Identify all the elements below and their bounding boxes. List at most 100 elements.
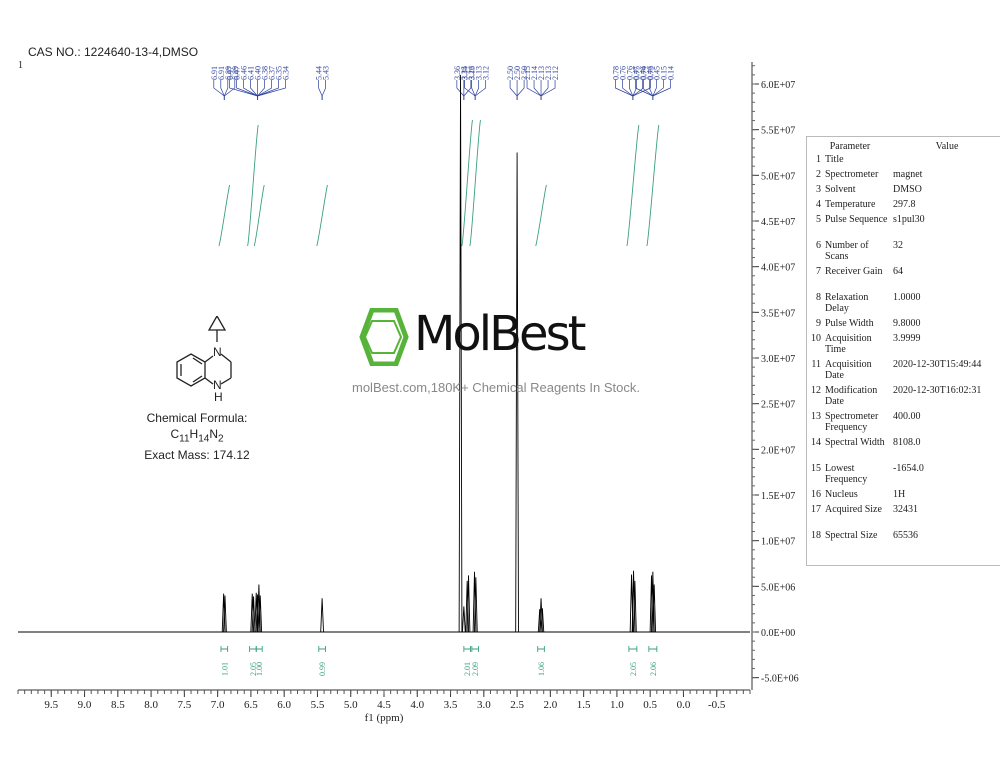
integral-bracket — [318, 646, 326, 652]
watermark-tagline: molBest.com,180K+ Chemical Reagents In S… — [352, 380, 640, 395]
x-tick-label: 6.5 — [244, 699, 258, 711]
integral-value: 2.01 — [463, 662, 472, 676]
spectrum-peak — [633, 580, 637, 633]
y-tick-label: 1.0E+07 — [761, 537, 795, 548]
y-tick-label: 4.0E+07 — [761, 263, 795, 274]
y-tick-label: 2.0E+07 — [761, 445, 795, 456]
x-tick-label: 9.5 — [44, 699, 58, 711]
param-value: 32431 — [893, 504, 918, 515]
param-value — [893, 154, 1000, 169]
peak-label: 0.74 — [639, 66, 648, 80]
peak-label: 2.50 — [520, 66, 529, 80]
peak-label: 6.40 — [254, 66, 263, 80]
peak-label: 6.41 — [247, 66, 256, 80]
peak-label: 6.34 — [282, 66, 291, 80]
x-tick-label: 7.0 — [211, 699, 225, 711]
param-name: Acquisition Date — [825, 359, 872, 381]
parameter-row: 5 Pulse Sequence s1pul30 — [807, 214, 1000, 240]
peak-label: 0.46 — [645, 66, 654, 80]
param-name: Lowest Frequency — [825, 463, 868, 485]
integral-value: 1.00 — [255, 662, 264, 676]
param-index: 13 — [811, 411, 821, 422]
param-name: Spectrometer — [825, 169, 879, 180]
param-value: DMSO — [893, 184, 922, 195]
x-tick-label: 8.5 — [111, 699, 125, 711]
param-value: 65536 — [893, 530, 918, 541]
x-tick-label: 2.5 — [510, 699, 524, 711]
spectrum-peak — [255, 594, 260, 633]
param-value: 8108.0 — [893, 437, 921, 448]
integral-bracket — [220, 646, 229, 652]
param-index: 17 — [811, 504, 821, 515]
parameter-row: 7 Receiver Gain 64 — [807, 266, 1000, 292]
molbest-logo — [359, 308, 409, 366]
x-tick-label: 4.5 — [377, 699, 391, 711]
param-index: 15 — [811, 463, 821, 474]
x-tick-label: 5.5 — [311, 699, 325, 711]
parameter-table-header: Parameter Value — [807, 137, 1000, 154]
spectrum-peak — [540, 608, 545, 633]
peak-label-leader — [615, 80, 634, 97]
y-tick-label: 0.0E+00 — [761, 628, 795, 639]
spectrum-peak — [251, 596, 256, 633]
peak-label-leader — [632, 80, 651, 97]
peak-label: 2.13 — [537, 66, 546, 80]
peak-label-leader — [641, 80, 654, 97]
value-col-header: Value — [935, 141, 959, 152]
param-value: magnet — [893, 169, 923, 180]
peak-label: 0.75 — [632, 66, 641, 80]
parameter-row: 17 Acquired Size 32431 — [807, 504, 1000, 530]
peak-label: 0.15 — [659, 66, 668, 80]
peak-label: 2.15 — [523, 66, 532, 80]
peak-label-leader — [229, 80, 258, 97]
peak-label-leader — [622, 80, 634, 97]
peak-label-leader — [471, 80, 476, 97]
spectrum-peak — [466, 575, 471, 633]
peak-label: 2.50 — [506, 66, 515, 80]
peak-label-leader — [257, 80, 265, 97]
molbest-brand: MolBest — [414, 306, 586, 362]
x-tick-label: 8.0 — [144, 699, 158, 711]
integral-bracket — [249, 646, 257, 652]
peak-label: 5.44 — [315, 66, 324, 80]
x-tick-label: 1.0 — [610, 699, 624, 711]
peak-label-leader — [632, 80, 637, 97]
integral-bracket — [463, 646, 471, 652]
param-value: 297.8 — [893, 199, 916, 210]
peak-label-leader — [509, 80, 518, 97]
param-index: 3 — [816, 184, 821, 195]
param-name: Temperature — [825, 199, 876, 210]
param-index: 7 — [816, 266, 821, 277]
x-tick-label: 3.5 — [444, 699, 458, 711]
peak-label-leader — [464, 80, 476, 97]
param-value: -1654.0 — [893, 463, 924, 474]
peak-label: 6.35 — [275, 66, 284, 80]
param-index: 16 — [811, 489, 821, 500]
parameter-row: 3 Solvent DMSO — [807, 184, 1000, 199]
peak-label: 3.13 — [475, 66, 484, 80]
peak-label: 6.47 — [233, 66, 242, 80]
x-axis-label: f1 (ppm) — [365, 712, 404, 724]
spectrum-peak — [462, 606, 466, 633]
peak-label: 6.46 — [240, 66, 249, 80]
param-index: 12 — [811, 385, 821, 396]
peak-label: 3.36 — [453, 66, 462, 80]
peak-label-leader — [533, 80, 542, 97]
peak-label-leader — [236, 80, 258, 97]
peak-label-leader — [257, 80, 272, 97]
peak-label: 0.45 — [652, 66, 661, 80]
y-tick-label: 5.0E+06 — [761, 582, 795, 593]
cas-header: CAS NO.: 1224640-13-4,DMSO — [28, 45, 199, 59]
x-tick-label: -0.5 — [708, 699, 726, 711]
param-index: 4 — [816, 199, 821, 210]
spectrum-peak — [649, 575, 654, 633]
param-value: 2020-12-30T15:49:44 — [893, 359, 982, 370]
param-name: Nucleus — [825, 489, 858, 500]
peak-label-leader — [629, 80, 634, 97]
peak-label-leader — [318, 80, 323, 97]
integral-curve — [469, 119, 481, 247]
integral-value: 2.05 — [249, 662, 258, 676]
spectrum-peak — [537, 609, 542, 633]
integral-bracket — [537, 646, 545, 652]
